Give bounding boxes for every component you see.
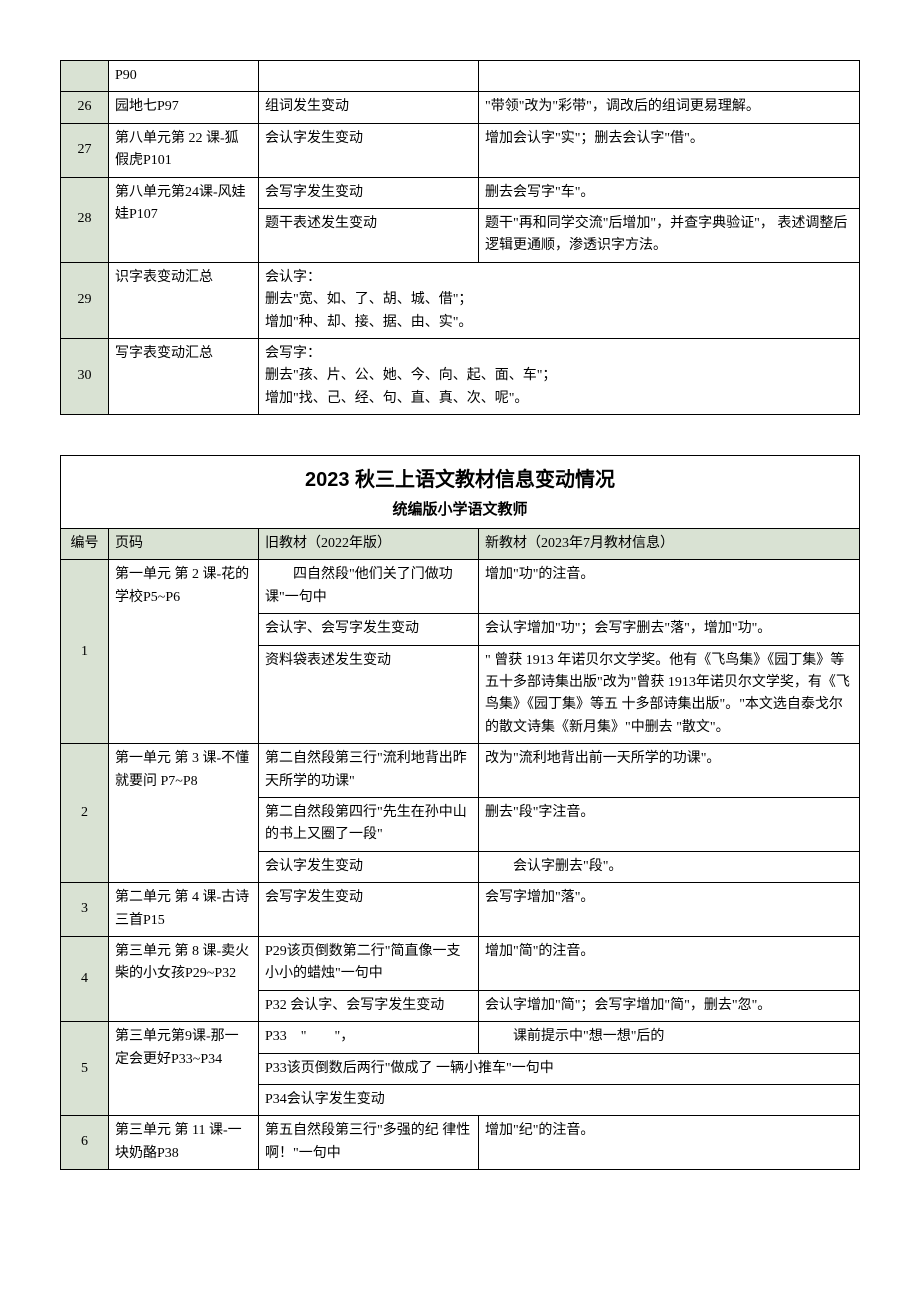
row-number bbox=[61, 61, 109, 92]
table-row: 4 第三单元 第 8 课-卖火柴的小女孩P29~P32 P29该页倒数第二行"简… bbox=[61, 936, 860, 990]
new-cell: 改为"流利地背出前一天所学的功课"。 bbox=[479, 744, 860, 798]
desc-cell bbox=[479, 61, 860, 92]
new-cell: 会认字删去"段"。 bbox=[479, 851, 860, 882]
section-spacer bbox=[60, 415, 860, 455]
table-subtitle: 统编版小学语文教师 bbox=[61, 498, 860, 529]
old-span-cell: P34会认字发生变动 bbox=[259, 1084, 860, 1115]
old-span-cell: P33该页倒数后两行"做成了 一辆小推车"一句中 bbox=[259, 1053, 860, 1084]
change-cell: 会写字发生变动 bbox=[259, 177, 479, 208]
old-cell: 会认字发生变动 bbox=[259, 851, 479, 882]
header-old: 旧教材（2022年版） bbox=[259, 529, 479, 560]
row-number: 26 bbox=[61, 92, 109, 123]
change-cell: 会认字发生变动 bbox=[259, 123, 479, 177]
row-number: 2 bbox=[61, 744, 109, 883]
table-row: 26 园地七P97 组词发生变动 "带领"改为"彩带"，调改后的组词更易理解。 bbox=[61, 92, 860, 123]
desc-cell: 题干"再和同学交流"后增加"，并查字典验证"， 表述调整后逻辑更通顺，渗透识字方… bbox=[479, 208, 860, 262]
old-cell: 会写字发生变动 bbox=[259, 883, 479, 937]
old-cell: 资料袋表述发生变动 bbox=[259, 645, 479, 744]
row-number: 6 bbox=[61, 1116, 109, 1170]
row-number: 1 bbox=[61, 560, 109, 744]
table-row: 27 第八单元第 22 课-狐假虎P101 会认字发生变动 增加会认字"实"；删… bbox=[61, 123, 860, 177]
old-cell: 第二自然段第四行"先生在孙中山的书上又圈了一段" bbox=[259, 797, 479, 851]
new-cell: 增加"简"的注音。 bbox=[479, 936, 860, 990]
header-new: 新教材（2023年7月教材信息） bbox=[479, 529, 860, 560]
new-cell: 增加"功"的注音。 bbox=[479, 560, 860, 614]
desc-cell: 删去会写字"车"。 bbox=[479, 177, 860, 208]
page-cell: 第二单元 第 4 课-古诗三首P15 bbox=[109, 883, 259, 937]
header-page: 页码 bbox=[109, 529, 259, 560]
desc-cell: 增加会认字"实"；删去会认字"借"。 bbox=[479, 123, 860, 177]
change-cell bbox=[259, 61, 479, 92]
row-number: 27 bbox=[61, 123, 109, 177]
table-row: 30 写字表变动汇总 会写字： 删去"孩、片、公、她、今、向、起、面、车"； 增… bbox=[61, 338, 860, 414]
page-cell: 第八单元第24课-风娃娃P107 bbox=[109, 177, 259, 262]
table-subtitle-row: 统编版小学语文教师 bbox=[61, 498, 860, 529]
new-cell: 会写字增加"落"。 bbox=[479, 883, 860, 937]
page-cell: 识字表变动汇总 bbox=[109, 262, 259, 338]
header-num: 编号 bbox=[61, 529, 109, 560]
new-cell: 增加"纪"的注音。 bbox=[479, 1116, 860, 1170]
old-cell: 第五自然段第三行"多强的纪 律性啊！"一句中 bbox=[259, 1116, 479, 1170]
page-cell: 园地七P97 bbox=[109, 92, 259, 123]
row-number: 29 bbox=[61, 262, 109, 338]
old-cell: P29该页倒数第二行"简直像一支小小的蜡烛"一句中 bbox=[259, 936, 479, 990]
old-cell: 四自然段"他们关了门做功 课"一句中 bbox=[259, 560, 479, 614]
merged-cell: 会写字： 删去"孩、片、公、她、今、向、起、面、车"； 增加"找、己、经、句、直… bbox=[259, 338, 860, 414]
textbook-changes-table-2: 2023 秋三上语文教材信息变动情况 统编版小学语文教师 编号 页码 旧教材（2… bbox=[60, 455, 860, 1170]
new-cell: 会认字增加"简"；会写字增加"简"，删去"忽"。 bbox=[479, 990, 860, 1021]
row-number: 3 bbox=[61, 883, 109, 937]
page-cell: 第三单元第9课-那一定会更好P33~P34 bbox=[109, 1022, 259, 1116]
table-row: 29 识字表变动汇总 会认字： 删去"宽、如、了、胡、城、借"； 增加"种、却、… bbox=[61, 262, 860, 338]
change-cell: 题干表述发生变动 bbox=[259, 208, 479, 262]
table-row: 2 第一单元 第 3 课-不懂就要问 P7~P8 第二自然段第三行"流利地背出昨… bbox=[61, 744, 860, 798]
old-cell: 第二自然段第三行"流利地背出昨天所学的功课" bbox=[259, 744, 479, 798]
desc-cell: "带领"改为"彩带"，调改后的组词更易理解。 bbox=[479, 92, 860, 123]
table-row: 3 第二单元 第 4 课-古诗三首P15 会写字发生变动 会写字增加"落"。 bbox=[61, 883, 860, 937]
page-cell: 第一单元 第 3 课-不懂就要问 P7~P8 bbox=[109, 744, 259, 883]
table-row: 6 第三单元 第 11 课-一块奶酪P38 第五自然段第三行"多强的纪 律性啊！… bbox=[61, 1116, 860, 1170]
table-title: 2023 秋三上语文教材信息变动情况 bbox=[61, 456, 860, 499]
merged-cell: 会认字： 删去"宽、如、了、胡、城、借"； 增加"种、却、接、据、由、实"。 bbox=[259, 262, 860, 338]
row-number: 30 bbox=[61, 338, 109, 414]
page-cell: 第三单元 第 8 课-卖火柴的小女孩P29~P32 bbox=[109, 936, 259, 1021]
new-cell: 课前提示中"想一想"后的 bbox=[479, 1022, 860, 1053]
table-row: P90 bbox=[61, 61, 860, 92]
table-row: 5 第三单元第9课-那一定会更好P33~P34 P33 " "， 课前提示中"想… bbox=[61, 1022, 860, 1053]
page-cell: 第一单元 第 2 课-花的学校P5~P6 bbox=[109, 560, 259, 744]
new-cell: 删去"段"字注音。 bbox=[479, 797, 860, 851]
textbook-changes-table-1: P90 26 园地七P97 组词发生变动 "带领"改为"彩带"，调改后的组词更易… bbox=[60, 60, 860, 415]
table-row: 1 第一单元 第 2 课-花的学校P5~P6 四自然段"他们关了门做功 课"一句… bbox=[61, 560, 860, 614]
page-cell: 写字表变动汇总 bbox=[109, 338, 259, 414]
row-number: 28 bbox=[61, 177, 109, 262]
new-cell: 会认字增加"功"；会写字删去"落"，增加"功"。 bbox=[479, 614, 860, 645]
table-title-row: 2023 秋三上语文教材信息变动情况 bbox=[61, 456, 860, 499]
page-cell: P90 bbox=[109, 61, 259, 92]
row-number: 5 bbox=[61, 1022, 109, 1116]
old-cell: 会认字、会写字发生变动 bbox=[259, 614, 479, 645]
old-cell: P33 " "， bbox=[259, 1022, 479, 1053]
change-cell: 组词发生变动 bbox=[259, 92, 479, 123]
table-row: 28 第八单元第24课-风娃娃P107 会写字发生变动 删去会写字"车"。 bbox=[61, 177, 860, 208]
old-cell: P32 会认字、会写字发生变动 bbox=[259, 990, 479, 1021]
row-number: 4 bbox=[61, 936, 109, 1021]
page-cell: 第八单元第 22 课-狐假虎P101 bbox=[109, 123, 259, 177]
page-cell: 第三单元 第 11 课-一块奶酪P38 bbox=[109, 1116, 259, 1170]
new-cell: " 曾获 1913 年诺贝尔文学奖。他有《飞鸟集》《园丁集》等五十多部诗集出版"… bbox=[479, 645, 860, 744]
table-header-row: 编号 页码 旧教材（2022年版） 新教材（2023年7月教材信息） bbox=[61, 529, 860, 560]
